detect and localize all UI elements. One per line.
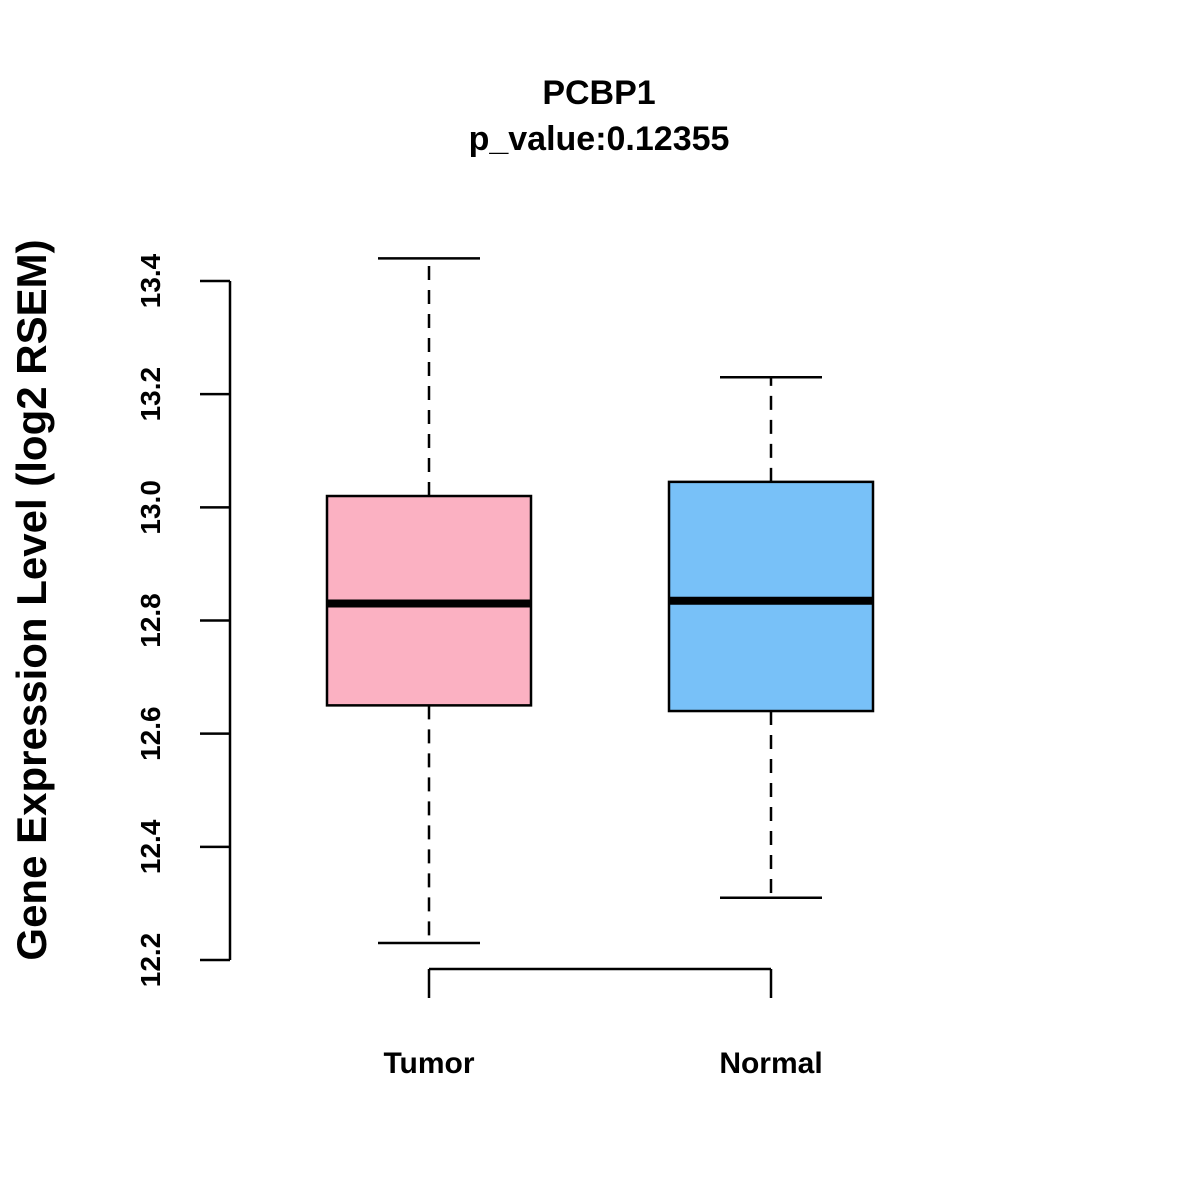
x-tick-label-normal: Normal (719, 1047, 822, 1080)
chart-subtitle: p_value:0.12355 (469, 120, 730, 158)
chart-title: PCBP1 (542, 74, 655, 112)
x-axis: Tumor Normal (383, 967, 823, 1080)
y-axis: 12.2 12.4 12.6 12.8 13.0 13.2 13.4 (135, 253, 232, 988)
box-normal (667, 375, 875, 900)
x-tick-label-tumor: Tumor (383, 1047, 474, 1080)
box-tumor (325, 257, 533, 945)
y-tick-label: 13.2 (135, 367, 166, 422)
y-tick-label: 12.6 (135, 706, 166, 761)
y-tick-label: 13.4 (135, 253, 166, 308)
y-tick-label: 12.2 (135, 933, 166, 988)
boxes-group (325, 257, 875, 945)
iqr-box (667, 480, 875, 713)
y-tick-label: 13.0 (135, 480, 166, 535)
y-tick-label: 12.8 (135, 593, 166, 648)
y-axis-label: Gene Expression Level (log2 RSEM) (8, 239, 55, 960)
y-tick-label: 12.4 (135, 819, 166, 874)
